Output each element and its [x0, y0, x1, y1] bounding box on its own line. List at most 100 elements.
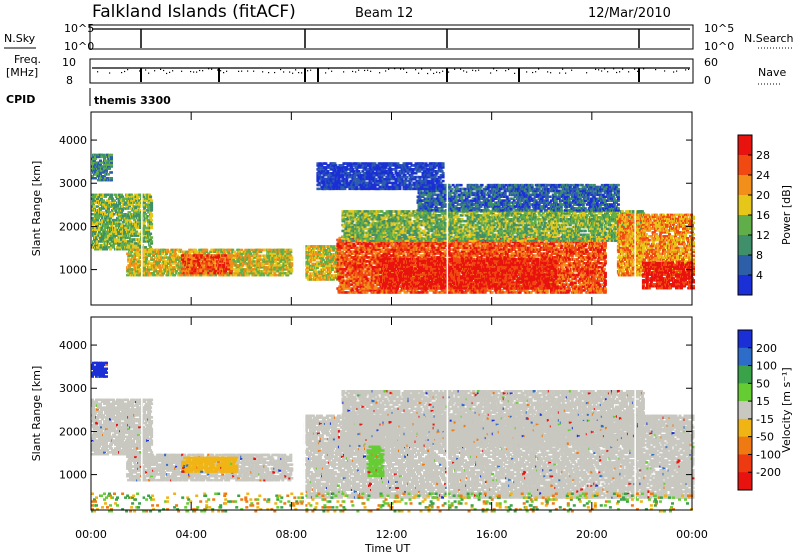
nave-dot — [163, 70, 164, 71]
nave-dot — [613, 68, 614, 69]
data-cell — [150, 213, 153, 216]
nave-dot — [427, 73, 428, 74]
nave-dot — [181, 71, 182, 72]
nave-dot — [604, 68, 605, 69]
nave-dot — [433, 73, 434, 74]
nave-dot — [448, 71, 449, 72]
nave-dot — [355, 71, 356, 72]
data-cell — [150, 199, 153, 202]
nave-dot — [220, 70, 221, 71]
nave-dot — [325, 72, 326, 73]
nave-dot — [550, 72, 551, 73]
nave-dot — [472, 70, 473, 71]
nave-dot — [655, 69, 656, 70]
nave-dot — [547, 71, 548, 72]
nave-dot — [535, 71, 536, 72]
freq-label-1: Freq. — [14, 53, 41, 66]
data-cell — [113, 199, 116, 202]
freq-strip: Freq. [MHz] 10 8 60 0 Nave — [6, 53, 786, 87]
nave-dot — [619, 71, 620, 72]
nsky-label: N.Sky — [4, 32, 36, 45]
nave-dot — [385, 70, 386, 71]
nave-dot — [628, 71, 629, 72]
nave-dot — [169, 72, 170, 73]
nave-dot — [508, 69, 509, 70]
cpid-label: CPID — [6, 93, 35, 106]
nave-dot — [559, 72, 560, 73]
nave-dot — [415, 69, 416, 70]
nave-dot — [685, 69, 686, 70]
nave-dot — [295, 69, 296, 70]
nave-dot — [634, 69, 635, 70]
beam-label: Beam 12 — [355, 6, 413, 21]
nave-dot — [607, 71, 608, 72]
nave-dot — [406, 72, 407, 73]
nave-dot — [301, 72, 302, 73]
nave-dot — [460, 69, 461, 70]
data-cell — [110, 194, 113, 197]
nave-dot — [466, 71, 467, 72]
nave-dot — [283, 71, 284, 72]
nave-dot — [595, 69, 596, 70]
nave-dot — [430, 69, 431, 70]
nave-dot — [463, 70, 464, 71]
nave-dot — [238, 71, 239, 72]
nave-dot — [421, 68, 422, 69]
freq-tick-low: 8 — [66, 74, 73, 87]
nave-dot — [562, 69, 563, 70]
nave-dot — [211, 69, 212, 70]
nave-dot — [331, 71, 332, 72]
nave-dot — [490, 72, 491, 73]
nave-dot — [262, 71, 263, 72]
nave-dot — [208, 68, 209, 69]
freq-gaps — [141, 68, 639, 82]
nave-dot — [226, 71, 227, 72]
nave-dot — [328, 68, 329, 69]
nave-dot — [505, 70, 506, 71]
nsky-gaps — [141, 29, 639, 48]
data-cell — [150, 219, 153, 222]
nave-dot — [274, 72, 275, 73]
nave-dot — [643, 68, 644, 69]
nave-dot — [121, 72, 122, 73]
nsky-tick-low: 10^0 — [64, 40, 94, 53]
nave-dot — [526, 71, 527, 72]
nave-dot — [571, 70, 572, 71]
cpid-value: themis 3300 — [94, 94, 171, 107]
data-cell — [99, 160, 102, 163]
nave-tick-high: 60 — [704, 56, 718, 69]
nave-dot — [310, 70, 311, 71]
nave-dot — [196, 71, 197, 72]
nave-dot — [166, 73, 167, 74]
freq-label-2: [MHz] — [6, 66, 38, 79]
nave-dot — [475, 70, 476, 71]
nave-dot — [199, 70, 200, 71]
nave-dot — [97, 71, 98, 72]
nave-dot — [190, 71, 191, 72]
radar-summary-plot: Falkland Islands (fitACF) Beam 12 12/Mar… — [0, 0, 800, 554]
nave-dot — [241, 71, 242, 72]
nave-dot — [253, 71, 254, 72]
data-cell — [150, 240, 153, 243]
nsky-strip: N.Sky 10^5 10^0 10^5 10^0 N.Search — [4, 22, 794, 53]
nave-dot — [400, 68, 401, 69]
nave-dot — [154, 70, 155, 71]
data-cell — [150, 223, 153, 226]
data-cell — [149, 196, 152, 199]
nave-dot — [304, 72, 305, 73]
nave-dot — [664, 70, 665, 71]
nave-dot — [109, 72, 110, 73]
freq-frame — [90, 59, 693, 83]
freq-tick-high: 10 — [62, 56, 76, 69]
nave-dot — [601, 70, 602, 71]
nave-dot — [148, 73, 149, 74]
nave-dot — [622, 69, 623, 70]
nave-dot — [139, 70, 140, 71]
nave-dot — [439, 72, 440, 73]
nave-dot — [217, 69, 218, 70]
nave-dot — [676, 71, 677, 72]
nave-dot — [247, 70, 248, 71]
nave-dot — [292, 73, 293, 74]
nave-dot — [127, 69, 128, 70]
nave-dot — [367, 70, 368, 71]
